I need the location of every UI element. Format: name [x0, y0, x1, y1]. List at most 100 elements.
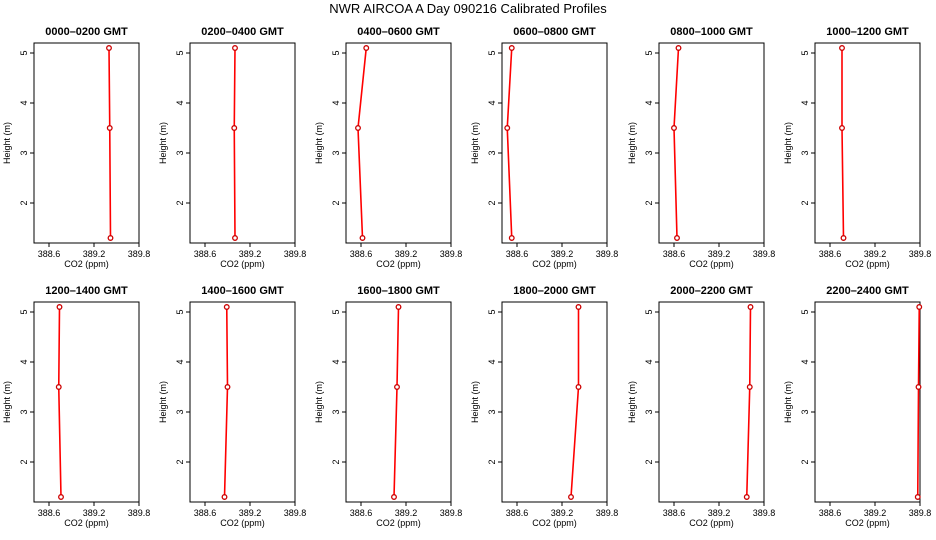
profile-panel: 1400–1600 GMT 388.6 389.2 389.8 CO2 (ppm) 2 3 4…: [158, 285, 306, 528]
profile-line: [357, 47, 368, 239]
y-tick-label: 4: [487, 100, 497, 105]
y-tick-label: 2: [331, 459, 341, 464]
y-tick-label: 4: [19, 100, 29, 105]
data-point: [575, 304, 582, 310]
data-point: [58, 494, 64, 500]
y-axis-label: Height (m): [627, 122, 637, 164]
x-tick-label: 389.8: [284, 249, 307, 259]
y-tick-label: 3: [175, 409, 185, 414]
y-tick-label: 5: [175, 50, 185, 55]
y-tick-label: 3: [19, 409, 29, 414]
y-tick-label: 5: [331, 50, 341, 55]
profile-line: [506, 47, 513, 239]
data-point: [391, 494, 397, 500]
y-tick-label: 5: [800, 309, 810, 314]
data-point: [747, 304, 754, 310]
y-tick-label: 2: [800, 459, 810, 464]
data-point: [671, 125, 677, 131]
profile-panel: 0400–0600 GMT 388.6 389.2 389.8 CO2 (ppm) 2 3 4…: [314, 26, 462, 269]
x-tick-label: 389.8: [753, 508, 776, 518]
x-tick-label: 389.8: [596, 249, 619, 259]
y-tick-label: 5: [487, 309, 497, 314]
x-tick-label: 388.6: [38, 249, 61, 259]
y-axis-label: Height (m): [314, 122, 324, 164]
y-tick-label: 2: [644, 200, 654, 205]
y-tick-label: 2: [175, 200, 185, 205]
profile-line: [223, 306, 229, 498]
x-tick-label: 389.2: [395, 508, 418, 518]
x-tick-label: 388.6: [506, 508, 529, 518]
y-tick-label: 3: [644, 150, 654, 155]
x-tick-label: 389.8: [284, 508, 307, 518]
y-tick-label: 2: [487, 459, 497, 464]
panel-grid: 0000–0200 GMT 388.6 389.2 389.8 CO2 (ppm) 2 3 4…: [2, 26, 931, 528]
y-axis-label: Height (m): [470, 122, 480, 164]
x-axis-label: CO2 (ppm): [376, 259, 421, 269]
panel-title: 0000–0200 GMT: [45, 26, 128, 38]
data-point: [56, 304, 63, 310]
panel-title: 0600–0800 GMT: [513, 26, 596, 38]
y-tick-label: 2: [175, 459, 185, 464]
panel-title: 1600–1800 GMT: [357, 285, 440, 297]
panel-title: 1400–1600 GMT: [201, 285, 284, 297]
y-tick-label: 3: [800, 409, 810, 414]
plot-frame: [345, 42, 452, 244]
x-tick-label: 388.6: [194, 249, 217, 259]
y-axis-label: Height (m): [627, 381, 637, 423]
profile-panel: 0200–0400 GMT 388.6 389.2 389.8 CO2 (ppm) 2 3 4…: [158, 26, 306, 269]
data-point: [355, 125, 361, 131]
data-point: [395, 304, 402, 310]
profile-panel: 0000–0200 GMT 388.6 389.2 389.8 CO2 (ppm) 2 3 4…: [2, 26, 150, 269]
x-tick-label: 388.6: [819, 249, 842, 259]
data-point: [107, 235, 114, 241]
x-tick-label: 389.2: [864, 249, 887, 259]
x-tick-label: 389.2: [239, 508, 262, 518]
y-tick-label: 4: [800, 100, 810, 105]
panel-title: 0800–1000 GMT: [670, 26, 753, 38]
y-tick-label: 4: [487, 359, 497, 364]
y-tick-label: 4: [644, 359, 654, 364]
y-tick-label: 3: [331, 150, 341, 155]
x-tick-label: 388.6: [663, 508, 686, 518]
x-axis-label: CO2 (ppm): [376, 518, 421, 528]
data-point: [839, 125, 845, 131]
y-tick-label: 2: [800, 200, 810, 205]
x-tick-label: 389.2: [83, 249, 106, 259]
y-axis-label: Height (m): [2, 381, 12, 423]
plot-frame: [33, 301, 140, 503]
x-tick-label: 389.8: [440, 508, 463, 518]
y-tick-label: 2: [331, 200, 341, 205]
x-tick-label: 389.8: [128, 249, 151, 259]
panel-title: 0400–0600 GMT: [357, 26, 440, 38]
panel-title: 2000–2200 GMT: [670, 285, 753, 297]
data-point: [363, 45, 370, 51]
profile-panel: 1200–1400 GMT 388.6 389.2 389.8 CO2 (ppm) 2 3 4…: [2, 285, 150, 528]
y-axis-label: Height (m): [783, 122, 793, 164]
profile-panel: 0800–1000 GMT 388.6 389.2 389.8 CO2 (ppm) 2 3 4…: [627, 26, 775, 269]
x-axis-label: CO2 (ppm): [532, 518, 577, 528]
y-tick-label: 5: [19, 50, 29, 55]
profile-panel: 2000–2200 GMT 388.6 389.2 389.8 CO2 (ppm) 2 3 4…: [627, 285, 775, 528]
y-axis-label: Height (m): [158, 381, 168, 423]
data-point: [508, 45, 515, 51]
profile-panel: 1000–1200 GMT 388.6 389.2 389.8 CO2 (ppm) 2 3 4…: [783, 26, 931, 269]
y-tick-label: 4: [175, 100, 185, 105]
data-point: [394, 384, 400, 390]
profile-line: [745, 306, 752, 498]
profile-line: [57, 306, 62, 498]
data-point: [55, 384, 62, 390]
x-axis-label: CO2 (ppm): [220, 259, 265, 269]
data-point: [743, 494, 750, 500]
x-tick-label: 388.6: [38, 508, 61, 518]
y-tick-label: 3: [487, 150, 497, 155]
plot-frame: [814, 301, 921, 503]
x-tick-label: 388.6: [350, 508, 373, 518]
figure-title: NWR AIRCOA A Day 090216 Calibrated Profi…: [329, 1, 607, 16]
profile-line: [916, 306, 921, 498]
plot-frame: [658, 301, 765, 503]
y-tick-label: 5: [644, 309, 654, 314]
data-point: [359, 235, 366, 241]
data-point: [232, 235, 238, 241]
x-tick-label: 389.8: [128, 508, 151, 518]
x-tick-label: 389.8: [909, 249, 932, 259]
